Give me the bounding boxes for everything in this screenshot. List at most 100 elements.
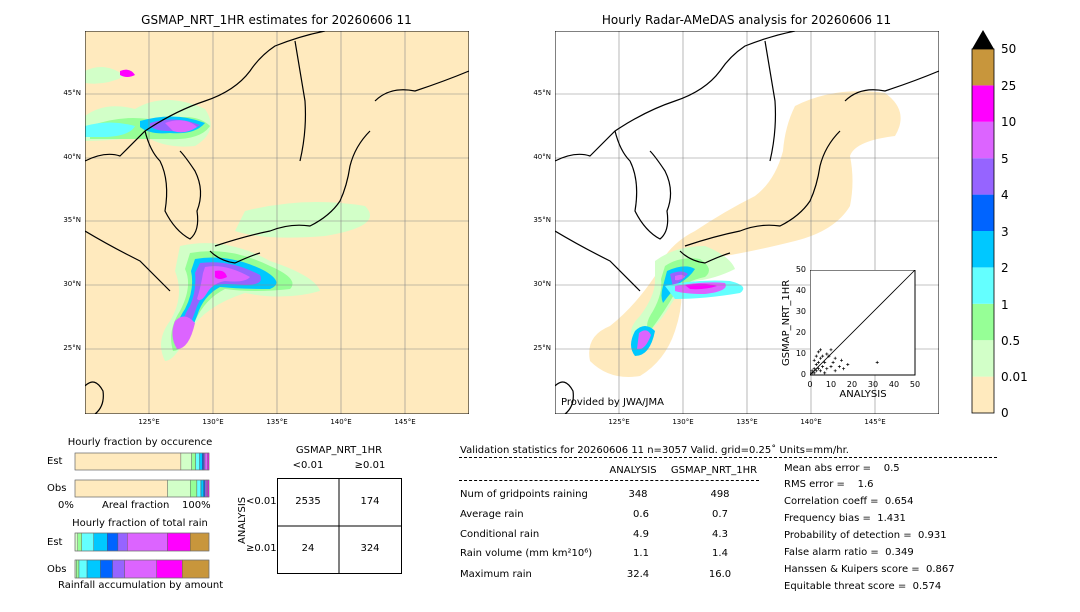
validation-row-label: Rain volume (mm km²10⁶) (460, 548, 593, 559)
fraction-bar-frame (74, 479, 210, 498)
left-map-grid (85, 31, 469, 414)
contingency-title: GSMAP_NRT_1HR (295, 445, 383, 456)
occurrence-row-label: Est (47, 456, 63, 467)
inset-x-tick: 50 (909, 380, 921, 389)
right-map-lat-label: 30°N (533, 280, 551, 288)
colorbar-band (972, 121, 994, 159)
validation-header: Validation statistics for 20260606 11 n=… (460, 445, 849, 456)
fraction-segment (74, 479, 168, 498)
fraction-segment (112, 559, 125, 579)
right-map-lon-label: 140°E (800, 418, 822, 426)
scatter-point (840, 358, 843, 362)
scatter-point (837, 365, 841, 369)
colorbar-label: 25 (1001, 79, 1017, 93)
scatter-point (819, 356, 822, 360)
left-map-lon-label: 130°E (202, 418, 224, 426)
fraction-segment (203, 479, 206, 498)
fraction-segment (77, 532, 82, 552)
validation-header-rule (459, 457, 997, 458)
right-map-lat-label: 25°N (533, 344, 551, 352)
validation-row-analysis: 0.6 (633, 509, 649, 520)
colorbar-band (972, 49, 994, 86)
colorbar-label: 0.5 (1001, 334, 1021, 348)
colorbar-label: 5 (1001, 152, 1009, 166)
scatter-point (833, 356, 837, 360)
right-map-title: Hourly Radar-AMeDAS analysis for 2026060… (601, 13, 892, 27)
scatter-point (816, 350, 820, 354)
scatter-point (819, 369, 822, 373)
contingency-cell: 2535 (295, 496, 321, 507)
left-map (85, 31, 469, 414)
validation-row-gsmap: 4.3 (712, 529, 728, 540)
fraction-segment (78, 559, 88, 579)
fraction-segment (124, 559, 157, 579)
inset-y-tick: 10 (795, 349, 806, 358)
colorbar-label: 4 (1001, 188, 1009, 202)
occurrence-row-label: Obs (47, 483, 67, 494)
scatter-point (821, 354, 825, 358)
validation-score: RMS error = 1.6 (784, 479, 874, 490)
colorbar-band (972, 194, 994, 231)
fraction-segment (200, 479, 204, 498)
right-map-credit: Provided by JWA/JMA (561, 397, 664, 408)
scatter-point (842, 367, 846, 371)
fraction-segment (181, 559, 210, 579)
inset-xlabel: ANALYSIS (839, 389, 887, 400)
inset-x-tick: 0 (807, 380, 813, 389)
fraction-segment (74, 532, 78, 552)
contingency-row-header: ≥0.01 (246, 543, 277, 554)
left-map-lon-label: 140°E (330, 418, 352, 426)
fraction-segment (199, 452, 203, 471)
inset-x-tick: 20 (846, 380, 858, 389)
left-map-lat-label: 35°N (63, 216, 81, 224)
fraction-segment (167, 479, 191, 498)
scatter-point (833, 369, 837, 373)
fraction-segment (189, 479, 198, 498)
inset-y-tick: 40 (795, 286, 806, 295)
occurrence-est-bar (74, 452, 210, 471)
right-map-lon-label: 145°E (864, 418, 886, 426)
scatter-point (823, 360, 827, 364)
contingency-grid (277, 478, 402, 574)
contingency-row-header: <0.01 (246, 496, 277, 507)
right-map-lon-label: 130°E (672, 418, 694, 426)
inset-y-tick: 30 (795, 307, 806, 316)
colorbar-band (972, 267, 994, 304)
left-map-lon-label: 145°E (394, 418, 416, 426)
validation-col-analysis: ANALYSIS (609, 465, 657, 476)
contingency-cell: 174 (360, 496, 380, 507)
scatter-point (823, 371, 827, 375)
scatter-point (814, 369, 818, 373)
fraction-segment (196, 479, 202, 498)
fraction-segment (76, 559, 80, 579)
total-rain-title: Hourly fraction of total rain (72, 518, 208, 529)
scatter-point (812, 358, 816, 362)
total-rain-est-bar (74, 532, 210, 552)
colorbar-band (972, 340, 994, 377)
occurrence-axis-right: 100% (182, 500, 211, 511)
scatter-point (814, 363, 818, 366)
left-map-rain (85, 67, 370, 361)
colorbar-band (972, 303, 994, 341)
validation-row-analysis: 1.1 (633, 548, 649, 559)
contingency-col-header: <0.01 (292, 460, 324, 471)
validation-row-gsmap: 1.4 (712, 548, 728, 559)
validation-score: Correlation coeff = 0.654 (784, 496, 914, 507)
colorbar-label: 0.01 (1001, 370, 1028, 384)
scatter-point (875, 360, 879, 364)
fraction-segment (191, 452, 196, 471)
colorbar-bands (972, 49, 994, 413)
fraction-bar-frame (74, 452, 210, 471)
scatter-point (816, 360, 820, 364)
right-map-lon-label: 135°E (736, 418, 758, 426)
scatter-point (827, 354, 831, 358)
right-map-coastline (555, 31, 939, 414)
validation-row-gsmap: 16.0 (708, 569, 732, 580)
fraction-segment (86, 559, 101, 579)
validation-row-label: Average rain (460, 509, 524, 520)
left-map-title: GSMAP_NRT_1HR estimates for 20260606 11 (141, 13, 412, 27)
inset-x-tick: 40 (888, 380, 900, 389)
fraction-segment (93, 532, 108, 552)
colorbar-band (972, 158, 994, 195)
fraction-segment (204, 452, 208, 471)
